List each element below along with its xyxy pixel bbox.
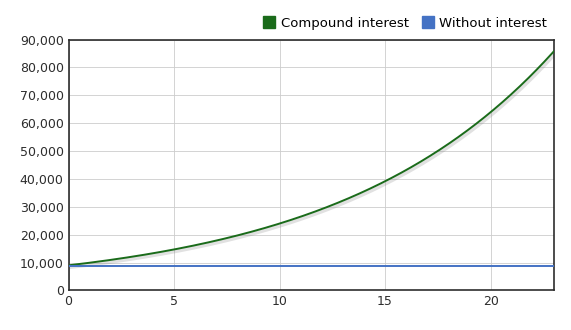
Without interest (539, 264, 546, 268)
Without interest (328, 264, 335, 268)
Compound interest (539, 62, 546, 66)
Compound interest (296, 215, 303, 219)
Compound interest (463, 129, 470, 133)
Compound interest (354, 192, 361, 196)
Without interest (463, 264, 470, 268)
Compound interest (550, 49, 557, 53)
Line: Compound interest: Compound interest (69, 51, 554, 265)
Compound interest (65, 263, 72, 267)
Without interest (296, 264, 303, 268)
Legend: Compound interest, Without interest: Compound interest, Without interest (262, 17, 547, 30)
Compound interest (299, 214, 305, 218)
Without interest (299, 264, 305, 268)
Without interest (550, 264, 557, 268)
Without interest (65, 264, 72, 268)
Compound interest (328, 204, 335, 208)
Without interest (354, 264, 361, 268)
